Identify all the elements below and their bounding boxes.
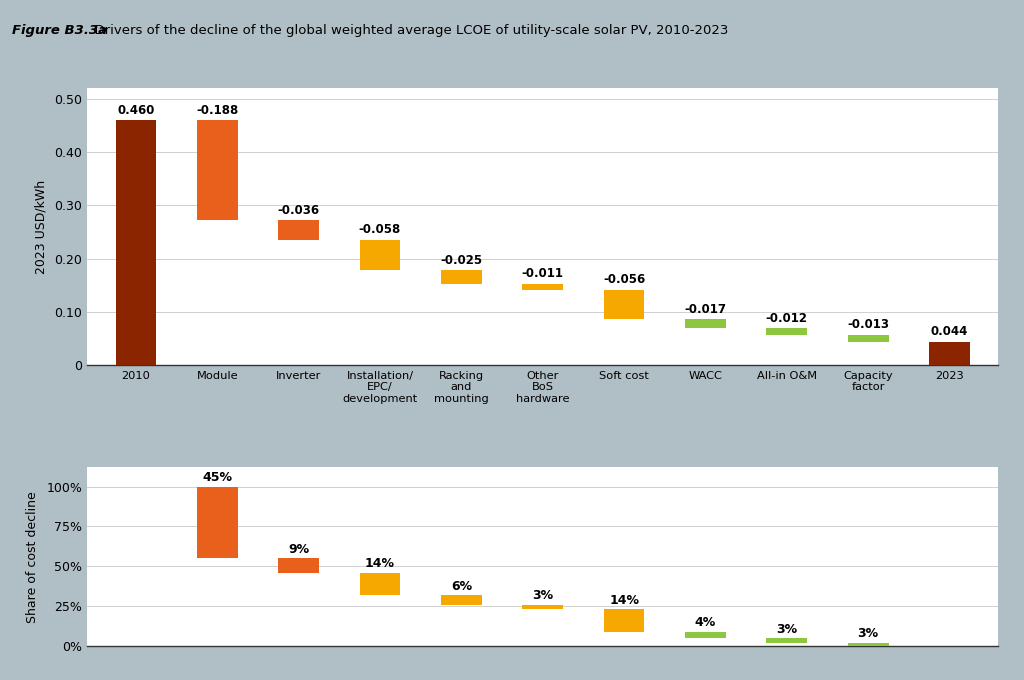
Text: 3%: 3% — [776, 623, 798, 636]
Text: -0.058: -0.058 — [358, 223, 401, 236]
Bar — [848, 335, 889, 341]
Bar — [279, 558, 318, 573]
Text: 14%: 14% — [365, 558, 395, 571]
Bar — [522, 605, 563, 609]
Text: 0.460: 0.460 — [117, 103, 155, 116]
Text: -0.012: -0.012 — [766, 311, 808, 324]
Text: Figure B3.3a: Figure B3.3a — [12, 24, 108, 37]
Bar — [359, 239, 400, 271]
Bar — [685, 320, 726, 328]
Bar — [441, 271, 481, 284]
Bar — [197, 487, 238, 558]
Text: 9%: 9% — [288, 543, 309, 556]
Text: 14%: 14% — [609, 594, 639, 607]
Bar — [279, 220, 318, 239]
Bar — [522, 284, 563, 290]
Y-axis label: 2023 USD/kWh: 2023 USD/kWh — [34, 180, 47, 274]
Y-axis label: Share of cost decline: Share of cost decline — [27, 491, 39, 623]
Bar — [767, 328, 807, 335]
Bar — [359, 573, 400, 595]
Text: -0.017: -0.017 — [684, 303, 726, 316]
Bar — [767, 638, 807, 643]
Text: -0.011: -0.011 — [521, 267, 564, 280]
Bar — [848, 643, 889, 647]
Text: 45%: 45% — [202, 471, 232, 484]
Text: -0.056: -0.056 — [603, 273, 645, 286]
Bar — [604, 290, 644, 320]
Bar — [685, 632, 726, 638]
Text: 3%: 3% — [858, 628, 879, 641]
Text: -0.013: -0.013 — [847, 318, 889, 331]
Text: -0.036: -0.036 — [278, 203, 319, 217]
Bar — [604, 609, 644, 632]
Text: 0.044: 0.044 — [931, 325, 969, 338]
Bar — [116, 120, 157, 365]
Text: Drivers of the decline of the global weighted average LCOE of utility-scale sola: Drivers of the decline of the global wei… — [86, 24, 728, 37]
Text: -0.188: -0.188 — [197, 103, 239, 116]
Bar — [197, 120, 238, 220]
Bar — [929, 341, 970, 365]
Text: 3%: 3% — [532, 589, 553, 602]
Text: 6%: 6% — [451, 579, 472, 592]
Bar — [441, 595, 481, 605]
Text: -0.025: -0.025 — [440, 254, 482, 267]
Text: 4%: 4% — [695, 616, 716, 629]
